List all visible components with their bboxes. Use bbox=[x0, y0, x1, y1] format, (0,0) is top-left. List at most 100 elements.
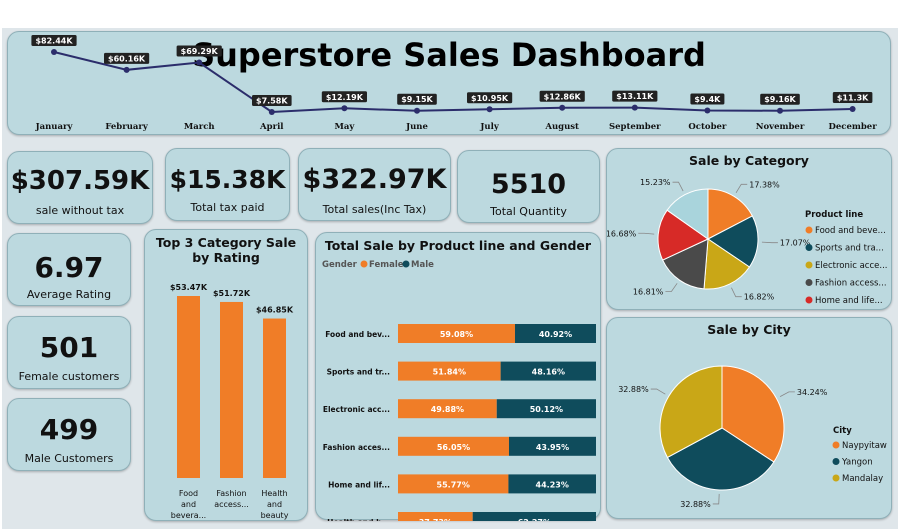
data-label-bg bbox=[690, 93, 725, 105]
dashboard-canvas: Superstore Sales Dashboard $82.44K Januar… bbox=[2, 28, 898, 529]
kpi-value: 501 bbox=[39, 331, 99, 364]
data-label-bg bbox=[612, 90, 658, 102]
kpi-card-total-sales: $322.97K Total sales(Inc Tax) bbox=[298, 148, 451, 221]
legend-label: Fashion access... bbox=[815, 279, 887, 289]
legend-label: Yangon bbox=[841, 458, 873, 468]
data-label: 17.07% bbox=[780, 239, 811, 248]
kpi-card-total-quantity: 5510 Total Quantity bbox=[457, 150, 600, 223]
data-label-bg bbox=[760, 93, 800, 105]
data-label-bg bbox=[321, 91, 367, 103]
pie-slice bbox=[666, 188, 709, 240]
data-label: 48.16% bbox=[532, 368, 565, 377]
data-label: $53.47K bbox=[170, 283, 208, 292]
legend-title: Product line bbox=[805, 210, 863, 220]
data-label: 51.84% bbox=[433, 368, 466, 377]
data-label: $60.16K bbox=[108, 54, 146, 63]
data-label-bg bbox=[467, 92, 513, 104]
bar-female bbox=[398, 474, 509, 494]
legend-label: Home and life... bbox=[815, 296, 883, 306]
x-tick-label: Fashion access... bbox=[214, 489, 249, 509]
bar-female bbox=[398, 361, 501, 381]
kpi-label: Total sales(Inc Tax) bbox=[322, 203, 427, 216]
kpi-value: 6.97 bbox=[34, 251, 104, 284]
data-label: $10.95K bbox=[471, 94, 509, 103]
line-point bbox=[268, 109, 275, 115]
chart-title: Sale by City bbox=[707, 322, 791, 337]
data-label: 16.68% bbox=[607, 229, 637, 238]
data-label: 15.23% bbox=[640, 178, 671, 187]
bar-male bbox=[472, 512, 596, 521]
data-label-bg bbox=[252, 95, 292, 106]
leader-line bbox=[638, 232, 655, 235]
line-point bbox=[704, 107, 711, 114]
x-tick-label: January bbox=[35, 122, 74, 132]
bar-female bbox=[398, 324, 515, 343]
bar-male bbox=[514, 324, 596, 343]
legend-label: Mandalay bbox=[842, 474, 883, 484]
data-label-bg bbox=[397, 93, 437, 105]
kpi-label: Female customers bbox=[18, 370, 120, 383]
leader-line bbox=[665, 283, 678, 292]
data-label: 56.05% bbox=[437, 443, 470, 452]
pie-slice bbox=[661, 238, 709, 290]
legend-label: Food and beve... bbox=[815, 226, 886, 236]
legend-dot bbox=[832, 474, 840, 482]
category-pie-chart: 17.38% 17.07% 16.82% 16.81% 16.68% 15.23% Prod… bbox=[607, 178, 888, 306]
data-label: $11.3K bbox=[837, 94, 869, 103]
line-point bbox=[196, 59, 203, 66]
chart-title: Total Sale by Product line and Gender bbox=[324, 238, 592, 253]
kpi-card-male-customers: 499 Male Customers bbox=[7, 398, 131, 471]
kpi-label: Total Quantity bbox=[490, 205, 567, 218]
x-tick-label: July bbox=[479, 122, 499, 132]
bar-male bbox=[508, 436, 596, 456]
line-point bbox=[341, 105, 348, 112]
x-tick-label: November bbox=[756, 122, 805, 132]
kpi-card-female-customers: 501 Female customers bbox=[7, 316, 131, 389]
monthly-sales-line bbox=[53, 51, 853, 114]
data-label: 16.82% bbox=[744, 293, 775, 302]
kpi-value: 499 bbox=[39, 413, 99, 446]
pie-slice bbox=[707, 188, 754, 240]
leader-line bbox=[779, 391, 795, 397]
bar-male bbox=[508, 474, 596, 494]
gender-stacked-bar-chart: Gender Female Male Food and bev... 59.08% 40.… bbox=[322, 260, 596, 521]
legend-dot bbox=[805, 226, 813, 234]
bar bbox=[177, 296, 200, 478]
kpi-label: sale without tax bbox=[35, 204, 125, 217]
pie-slice bbox=[703, 238, 751, 290]
sale-by-city-panel: Sale by City 34.24% 32.88% 32.88% City Naypy… bbox=[606, 317, 892, 519]
x-tick-label: Health and beauty bbox=[261, 489, 289, 520]
data-label: $82.44K bbox=[35, 37, 73, 46]
x-tick-label: June bbox=[405, 122, 428, 132]
line-point bbox=[486, 106, 493, 113]
data-label: 43.95% bbox=[536, 443, 569, 452]
data-label-bg bbox=[539, 90, 585, 102]
data-label: 40.92% bbox=[539, 330, 572, 339]
kpi-value: $15.38K bbox=[169, 165, 286, 194]
gender-product-panel: Total Sale by Product line and Gender Ge… bbox=[315, 232, 601, 521]
data-label: 49.88% bbox=[431, 405, 464, 414]
kpi-value: 5510 bbox=[490, 169, 567, 200]
dashboard-title: Superstore Sales Dashboard bbox=[192, 36, 706, 74]
x-tick-label: September bbox=[609, 122, 661, 132]
bar-female bbox=[398, 512, 473, 521]
bar bbox=[263, 318, 286, 478]
pie-slice bbox=[659, 365, 723, 459]
legend-dot bbox=[805, 279, 813, 286]
bar-female bbox=[398, 436, 509, 456]
x-tick-label: February bbox=[105, 122, 149, 132]
data-label-bg bbox=[832, 92, 873, 104]
kpi-card-sales-without-tax: $307.59K sale without tax bbox=[7, 151, 153, 224]
data-label: 16.81% bbox=[633, 288, 664, 297]
data-label: $51.72K bbox=[213, 289, 251, 298]
chart-title: Top 3 Category Sale by Rating bbox=[155, 235, 297, 265]
y-tick-label: Home and lif... bbox=[328, 480, 390, 489]
pie-slice bbox=[707, 215, 759, 268]
data-label: $69.29K bbox=[181, 47, 219, 56]
data-label: $13.11K bbox=[616, 92, 654, 101]
kpi-label: Male Customers bbox=[24, 452, 114, 465]
line-point bbox=[849, 106, 856, 113]
line-point bbox=[123, 66, 130, 73]
kpi-card-total-tax: $15.38K Total tax paid bbox=[165, 148, 290, 221]
data-label-bg bbox=[31, 35, 77, 46]
